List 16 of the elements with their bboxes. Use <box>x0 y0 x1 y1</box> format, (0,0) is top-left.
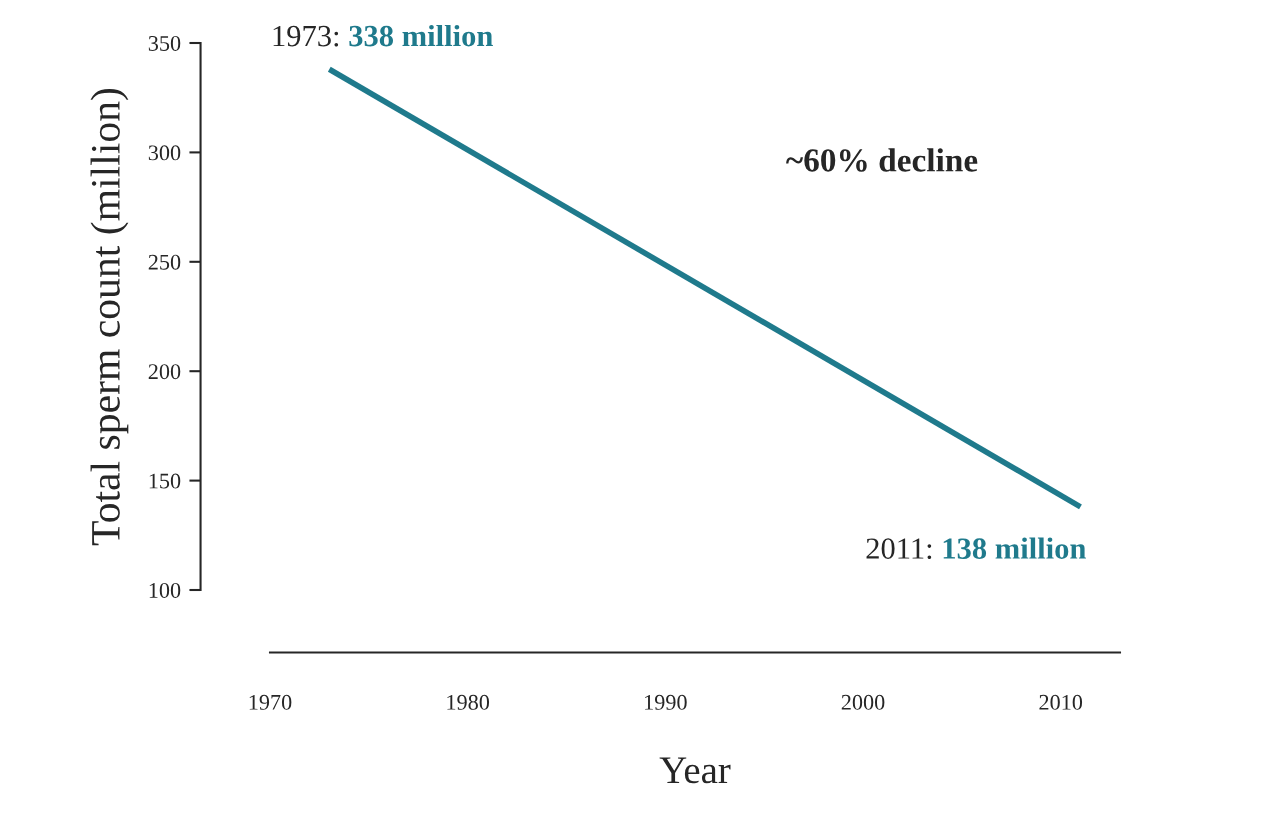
x-tick-label: 1990 <box>645 694 687 710</box>
x-tick-label: 2010 <box>1039 694 1083 710</box>
y-tick-label: 300 <box>148 145 181 161</box>
y-axis-title: Total sperm count (million) <box>90 88 129 546</box>
annotation: 1973: 338 million <box>273 24 493 47</box>
y-tick-label: 250 <box>148 254 181 270</box>
y-tick-label: 350 <box>148 35 181 51</box>
x-axis-title: Year <box>659 757 731 784</box>
x-tick-label: 1980 <box>447 694 490 710</box>
x-tick-label: 1970 <box>249 694 292 710</box>
annotation: 2011: 138 million <box>866 537 1086 560</box>
y-tick-label: 100 <box>149 582 181 598</box>
x-tick-label: 2000 <box>841 694 885 710</box>
y-tick-label: 150 <box>149 473 181 489</box>
y-tick-label: 200 <box>148 364 181 380</box>
annotation: ~60% decline <box>786 148 978 172</box>
